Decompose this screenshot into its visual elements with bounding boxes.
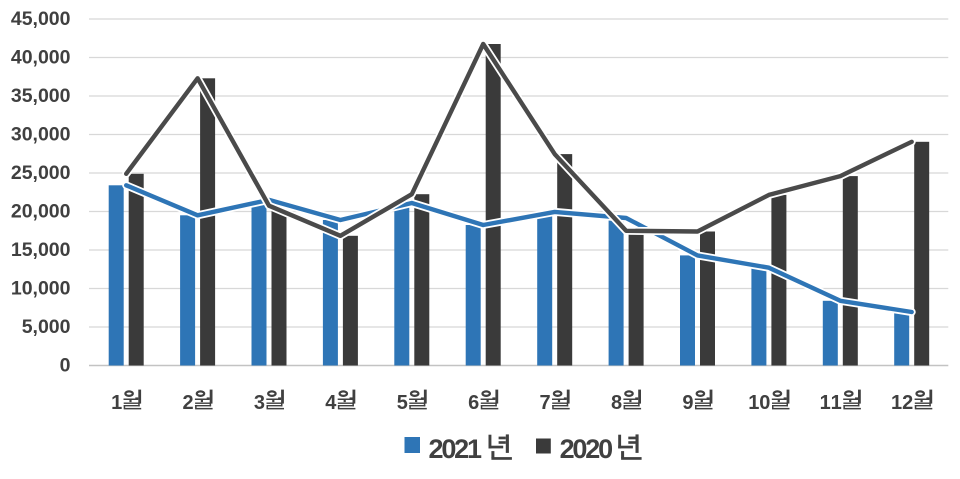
svg-text:11: 11 <box>820 392 842 414</box>
svg-text:2021: 2021 <box>429 434 483 464</box>
svg-text:3: 3 <box>254 392 265 414</box>
svg-text:35,000: 35,000 <box>11 85 71 107</box>
svg-text:2020: 2020 <box>560 434 614 464</box>
svg-text:20,000: 20,000 <box>11 201 71 223</box>
svg-text:12: 12 <box>891 392 913 414</box>
svg-text:1: 1 <box>111 392 122 414</box>
svg-text:45,000: 45,000 <box>11 8 71 30</box>
svg-text:10: 10 <box>748 392 770 414</box>
svg-text:5: 5 <box>397 392 408 414</box>
svg-text:0: 0 <box>60 355 71 377</box>
svg-text:25,000: 25,000 <box>11 162 71 184</box>
svg-text:10,000: 10,000 <box>11 278 71 300</box>
svg-text:15,000: 15,000 <box>11 239 71 261</box>
svg-text:4: 4 <box>325 392 337 414</box>
svg-text:40,000: 40,000 <box>11 47 71 69</box>
svg-text:30,000: 30,000 <box>11 124 71 146</box>
svg-text:7: 7 <box>540 392 551 414</box>
svg-text:2: 2 <box>183 392 194 414</box>
svg-text:5,000: 5,000 <box>22 316 71 338</box>
svg-text:8: 8 <box>611 392 622 414</box>
svg-text:6: 6 <box>468 392 479 414</box>
svg-text:9: 9 <box>682 392 693 414</box>
